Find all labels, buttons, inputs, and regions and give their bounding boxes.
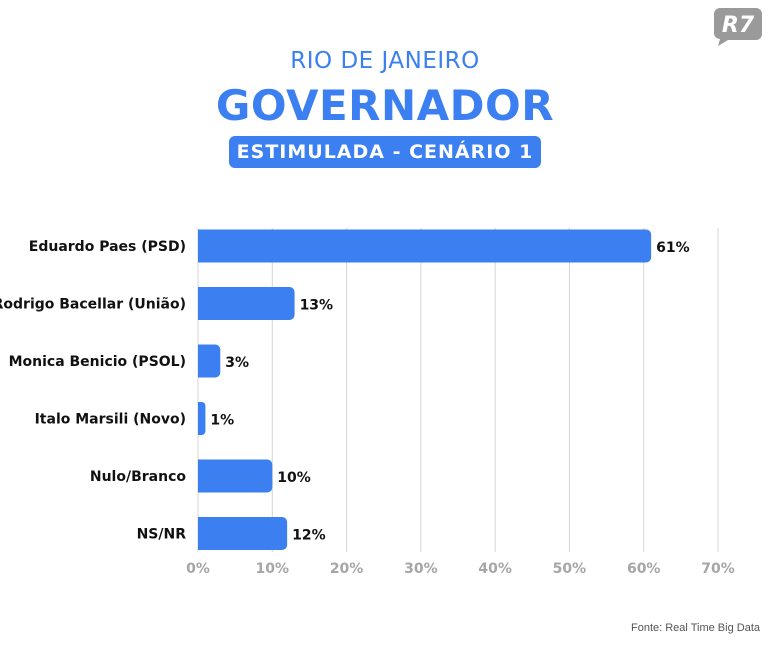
x-tick-label: 30% (404, 561, 438, 577)
r7-logo: R7 (714, 8, 762, 46)
bar (198, 459, 273, 493)
category-label: Nulo/Branco (90, 469, 187, 485)
value-label: 12% (292, 528, 326, 544)
x-tick-label: 10% (256, 561, 290, 577)
category-label: Italo Marsili (Novo) (35, 412, 186, 428)
value-label: 61% (656, 240, 690, 256)
value-labels: 61% 13% 3% 1% 10% 12% (210, 240, 689, 544)
bar (198, 287, 295, 320)
category-label: Rodrigo Bacellar (União) (0, 297, 186, 313)
grid-lines (197, 228, 719, 552)
bar (198, 517, 288, 550)
bar (198, 402, 206, 435)
office-title: GOVERNADOR (215, 81, 555, 130)
bar (198, 344, 221, 378)
chart-header: RIO DE JANEIRO GOVERNADOR ESTIMULADA - C… (0, 46, 770, 168)
source-note: Fonte: Real Time Big Data (630, 622, 760, 634)
x-tick-label: 40% (478, 561, 512, 577)
category-label: Monica Benicio (PSOL) (9, 354, 186, 370)
x-tick-label: 50% (553, 561, 587, 577)
category-labels: Eduardo Paes (PSD) Rodrigo Bacellar (Uniã… (0, 239, 186, 543)
x-tick-label: 0% (186, 561, 210, 577)
category-label: Eduardo Paes (PSD) (29, 239, 186, 255)
x-tick-labels: 0% 10% 20% 30% 40% 50% 60% 70% (186, 561, 735, 577)
value-label: 1% (210, 413, 234, 429)
bar (198, 229, 652, 263)
scenario-badge: ESTIMULADA - CENÁRIO 1 (228, 136, 542, 168)
category-label: NS/NR (137, 527, 187, 543)
x-tick-label: 60% (627, 561, 661, 577)
x-tick-label: 20% (330, 561, 364, 577)
value-label: 13% (300, 298, 334, 314)
bars (198, 229, 652, 550)
region-title: RIO DE JANEIRO (290, 48, 480, 74)
value-label: 3% (225, 355, 249, 371)
value-label: 10% (277, 470, 311, 486)
r7-logo-text: R7 (722, 13, 755, 38)
x-tick-label: 70% (701, 561, 735, 577)
